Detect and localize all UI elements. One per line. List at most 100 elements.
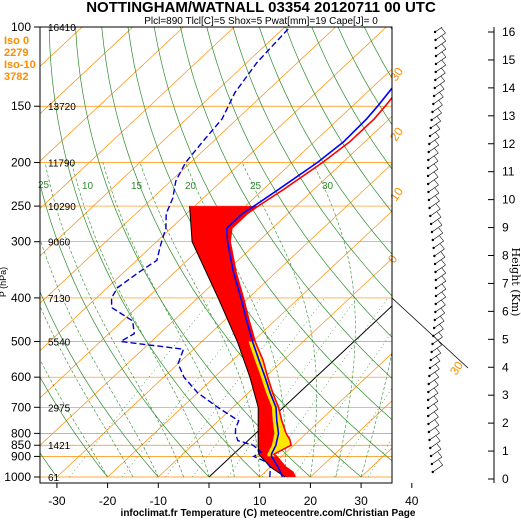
wind-barb bbox=[430, 120, 441, 129]
wind-barb-point bbox=[429, 358, 432, 362]
dry-adiabat-line bbox=[285, 27, 392, 213]
wind-barb bbox=[439, 323, 444, 330]
wind-barb-point bbox=[429, 214, 432, 218]
wind-barb bbox=[435, 280, 447, 289]
wind-barb-point bbox=[434, 78, 437, 82]
wind-barb bbox=[436, 115, 441, 122]
wind-barb bbox=[437, 451, 443, 458]
isotherm-line bbox=[158, 258, 392, 478]
height-tick-label: 1 bbox=[502, 444, 509, 458]
wind-barb bbox=[429, 368, 440, 377]
wind-barb bbox=[436, 347, 442, 354]
wind-barb bbox=[439, 83, 445, 90]
dry-adiabat-label: 20 bbox=[387, 124, 406, 143]
pressure-tick-label: 500 bbox=[11, 335, 31, 349]
dry-adiabat-line bbox=[232, 27, 392, 297]
dry-adiabat-label: 10 bbox=[387, 184, 406, 203]
wind-barb-point bbox=[434, 278, 438, 282]
wind-barb bbox=[432, 464, 443, 473]
wind-barb bbox=[430, 440, 441, 449]
height-tick-label: 14 bbox=[502, 81, 516, 95]
moist-adiabat-line bbox=[44, 162, 184, 478]
wind-barb-point bbox=[432, 94, 436, 98]
wind-barbs bbox=[392, 27, 469, 483]
wind-barb bbox=[434, 248, 445, 257]
wind-barb-point bbox=[433, 86, 436, 90]
wind-barb-point bbox=[429, 454, 433, 458]
wind-barb bbox=[435, 64, 446, 73]
wind-barb bbox=[429, 128, 441, 137]
iso0-value: 2279 bbox=[4, 47, 28, 59]
wind-barb bbox=[441, 43, 447, 50]
pressure-tick-label: 150 bbox=[11, 99, 31, 113]
dry-adiabat-line bbox=[40, 182, 210, 478]
iso10-label: Iso-10 bbox=[4, 59, 36, 71]
wind-barb-point bbox=[434, 302, 437, 306]
height-tick-label: 8 bbox=[502, 249, 509, 263]
iso10-value: 3782 bbox=[4, 71, 28, 83]
dry-adiabat-label: 30 bbox=[447, 358, 466, 377]
wind-barb bbox=[435, 435, 441, 442]
temperature-line bbox=[229, 96, 392, 478]
wind-barb bbox=[432, 232, 443, 241]
mixing-ratio-line bbox=[293, 331, 392, 478]
geopotential-label: 11790 bbox=[48, 158, 76, 169]
pressure-tick-label: 200 bbox=[11, 155, 31, 169]
wind-barb bbox=[432, 336, 443, 345]
wind-barb bbox=[428, 192, 440, 201]
chart-subtitle: Plcl=890 Tlcl[C]=5 Shox=5 Pwat[mm]=19 Ca… bbox=[144, 16, 378, 27]
wind-barb bbox=[440, 75, 445, 82]
geopotential-label: 1421 bbox=[48, 441, 71, 452]
wind-barb bbox=[434, 179, 439, 186]
wind-barb bbox=[433, 403, 439, 410]
wind-barb-point bbox=[434, 46, 438, 50]
temperature-axis: -30 -20 -10 0 10 20 30 40 bbox=[48, 483, 419, 508]
wind-barb-point bbox=[432, 334, 435, 338]
wind-barb bbox=[436, 443, 442, 450]
wind-barb bbox=[438, 99, 443, 106]
wind-barb bbox=[435, 32, 446, 41]
area-fills bbox=[189, 206, 296, 477]
wind-barb bbox=[441, 67, 446, 74]
isotherm-line bbox=[107, 210, 392, 478]
mixing-ratio-label: 10 bbox=[82, 181, 94, 192]
mixing-ratio-label: 25 bbox=[250, 181, 262, 192]
freezing-levels-box: Iso 0 2279 Iso-10 3782 bbox=[4, 35, 36, 83]
iso0-label: Iso 0 bbox=[4, 35, 29, 47]
height-tick-label: 10 bbox=[502, 193, 516, 207]
wind-barb-point bbox=[427, 158, 430, 162]
mixing-ratio-line bbox=[367, 438, 392, 478]
geopotential-label: 2975 bbox=[48, 403, 71, 414]
wind-barb-point bbox=[432, 246, 435, 250]
wind-barb bbox=[427, 168, 439, 177]
wind-barb-point bbox=[433, 262, 437, 266]
plot-frame bbox=[39, 26, 393, 484]
wind-barb-point bbox=[434, 310, 437, 314]
wind-barb bbox=[441, 283, 447, 290]
dry-adiabat-label: 0 bbox=[385, 252, 400, 266]
mixing-ratio-labels: 25 10 15 20 25 30 bbox=[38, 180, 334, 192]
moist-adiabat-line bbox=[360, 350, 392, 478]
wind-barb-point bbox=[427, 150, 430, 154]
height-tick-label: 16 bbox=[502, 25, 516, 39]
wind-barb bbox=[428, 184, 439, 193]
wind-barb bbox=[428, 424, 440, 433]
instability-area bbox=[189, 206, 296, 477]
pressure-tick-label: 1000 bbox=[4, 470, 31, 484]
wind-barb bbox=[441, 27, 446, 34]
wind-barb bbox=[429, 432, 440, 441]
dry-adiabat-line bbox=[48, 27, 260, 478]
wind-barb bbox=[441, 35, 447, 42]
wind-barb bbox=[427, 160, 439, 169]
height-tick-label: 11 bbox=[502, 165, 515, 179]
moist-adiabat-line bbox=[241, 162, 317, 478]
isotherm-line bbox=[40, 27, 134, 115]
isotherm-line bbox=[259, 352, 392, 478]
stable-area bbox=[248, 341, 292, 457]
moist-adiabat-line bbox=[185, 162, 286, 477]
pressure-tick-label: 900 bbox=[11, 449, 31, 463]
wind-barb bbox=[427, 392, 439, 401]
height-tick-label: 6 bbox=[502, 304, 509, 318]
pressure-tick-label: 600 bbox=[11, 370, 31, 384]
wind-barb bbox=[434, 371, 439, 378]
